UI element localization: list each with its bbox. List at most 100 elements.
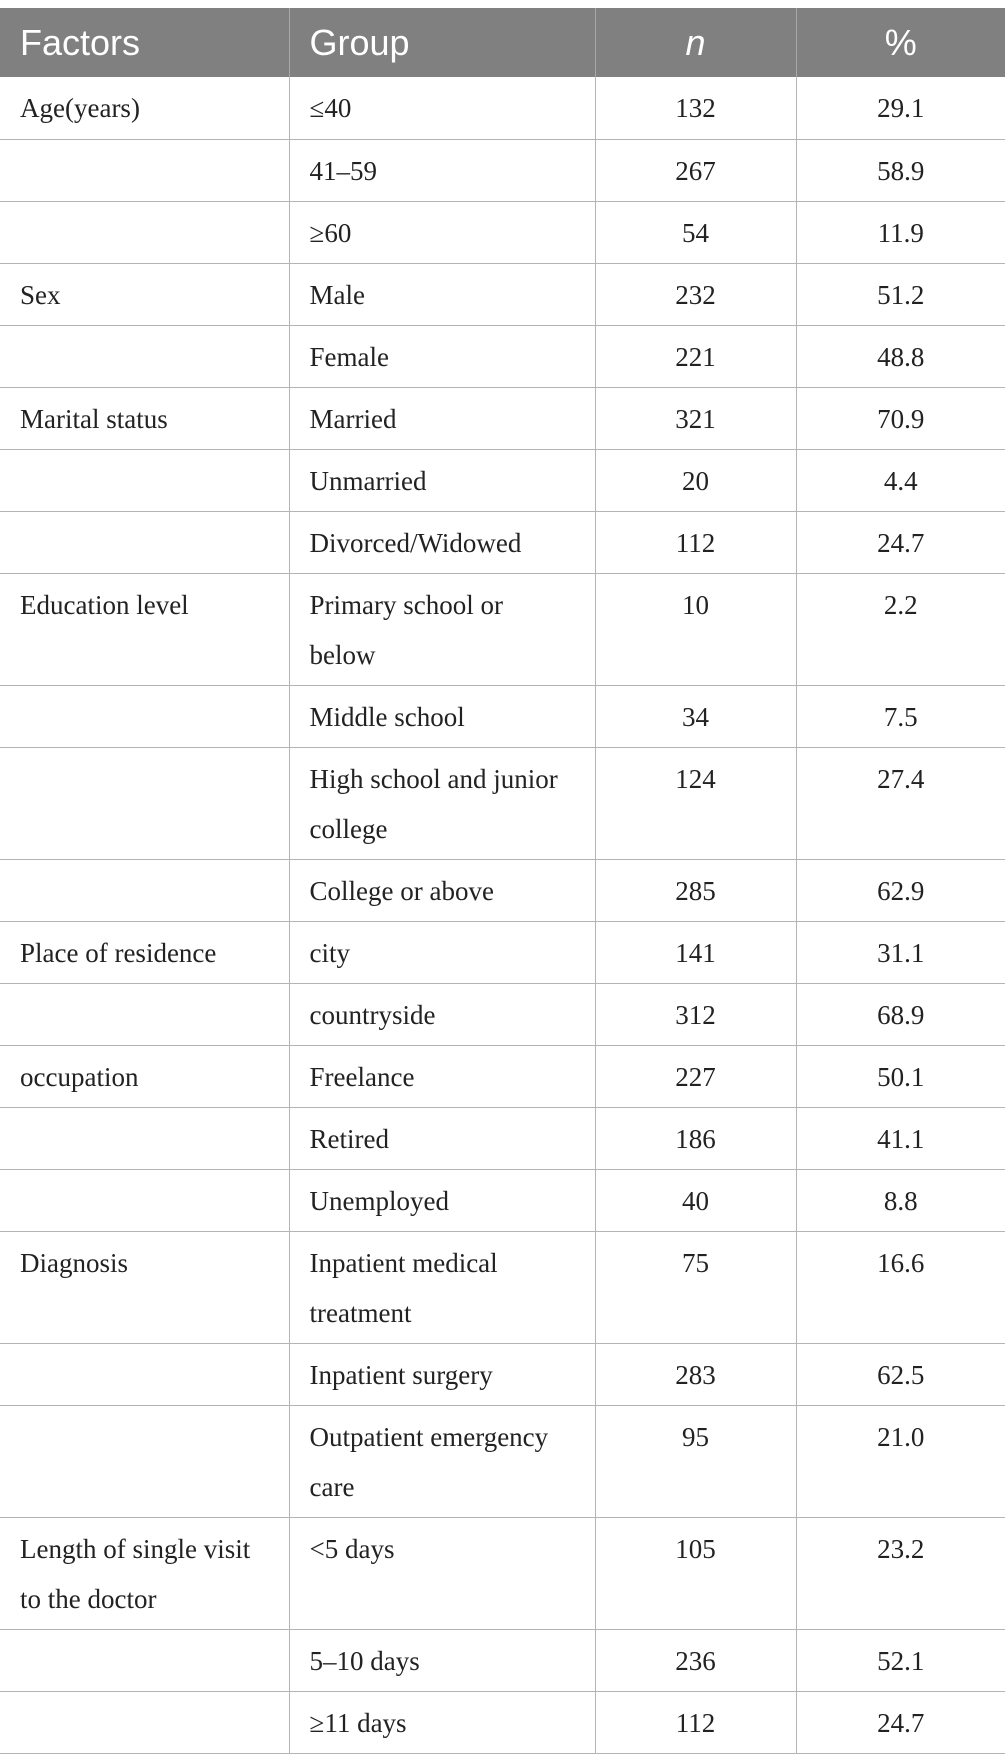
cell-percent: 29.1 <box>795 77 1005 140</box>
cell-n: 105 <box>594 1517 797 1630</box>
cell-n: 40 <box>594 1169 797 1232</box>
cell-n: 95 <box>594 1405 797 1518</box>
cell-group: Primary school or below <box>288 573 596 686</box>
cell-group: College or above <box>288 859 596 922</box>
cell-percent: 41.1 <box>795 1107 1005 1170</box>
cell-factor <box>0 859 290 922</box>
cell-percent: 58.9 <box>795 139 1005 202</box>
cell-factor: Diagnosis <box>0 1231 290 1344</box>
cell-n: 54 <box>594 201 797 264</box>
header-factors: Factors <box>20 21 141 63</box>
header-group: Group <box>288 8 595 77</box>
table-row: occupation Freelance 227 50.1 <box>0 1045 1005 1108</box>
table-header: Factors Group n % <box>0 8 1005 77</box>
cell-group: Male <box>288 263 596 326</box>
cell-factor <box>0 1169 290 1232</box>
cell-group: Divorced/Widowed <box>288 511 596 574</box>
cell-group: Middle school <box>288 685 596 748</box>
cell-n: 312 <box>594 983 797 1046</box>
table-row: Retired 186 41.1 <box>0 1107 1005 1170</box>
cell-percent: 48.8 <box>795 325 1005 388</box>
cell-percent: 23.2 <box>795 1517 1005 1630</box>
table-row: Diagnosis Inpatient medical treatment 75 16… <box>0 1231 1005 1344</box>
cell-percent: 7.5 <box>795 685 1005 748</box>
header-row: Factors Group n % <box>0 8 1005 77</box>
cell-n: 232 <box>594 263 797 326</box>
cell-percent: 11.9 <box>795 201 1005 264</box>
cell-group: Outpatient emergency care <box>288 1405 596 1518</box>
cell-factor <box>0 325 290 388</box>
cell-group: 41–59 <box>288 139 596 202</box>
cell-factor <box>0 1343 290 1406</box>
table-row: 41–59 267 58.9 <box>0 139 1005 202</box>
cell-n: 267 <box>594 139 797 202</box>
table-row: Length of single visit to the doctor <5 d… <box>0 1517 1005 1630</box>
cell-group: Inpatient medical treatment <box>288 1231 596 1344</box>
cell-n: 20 <box>594 449 797 512</box>
cell-n: 75 <box>594 1231 797 1344</box>
cell-group: Retired <box>288 1107 596 1170</box>
table-row: ≥60 54 11.9 <box>0 201 1005 264</box>
cell-group: Unemployed <box>288 1169 596 1232</box>
header-percent: % <box>795 8 1005 77</box>
cell-percent: 16.6 <box>795 1231 1005 1344</box>
cell-group: <5 days <box>288 1517 596 1630</box>
cell-group: Inpatient surgery <box>288 1343 596 1406</box>
table-row: ≥11 days 112 24.7 <box>0 1691 1005 1754</box>
cell-percent: 4.4 <box>795 449 1005 512</box>
cell-group: Unmarried <box>288 449 596 512</box>
cell-factor: Place of residence <box>0 921 290 984</box>
table-body: Age(years) ≤40 132 29.1 41–59 267 58.9 ≥60 54 1… <box>0 77 1005 1754</box>
table-row: Place of residence city 141 31.1 <box>0 921 1005 984</box>
table-row: College or above 285 62.9 <box>0 859 1005 922</box>
cell-n: 10 <box>594 573 797 686</box>
cell-factor <box>0 1107 290 1170</box>
cell-n: 124 <box>594 747 797 860</box>
table-row: Divorced/Widowed 112 24.7 <box>0 511 1005 574</box>
cell-n: 283 <box>594 1343 797 1406</box>
cell-factor <box>0 747 290 860</box>
table-row: Age(years) ≤40 132 29.1 <box>0 77 1005 140</box>
cell-factor <box>0 983 290 1046</box>
table-row: Marital status Married 321 70.9 <box>0 387 1005 450</box>
cell-n: 34 <box>594 685 797 748</box>
cell-factor: Education level <box>0 573 290 686</box>
cell-n: 112 <box>594 511 797 574</box>
cell-percent: 31.1 <box>795 921 1005 984</box>
table-row: Female 221 48.8 <box>0 325 1005 388</box>
table-row: Sex Male 232 51.2 <box>0 263 1005 326</box>
cell-group: Female <box>288 325 596 388</box>
cell-percent: 2.2 <box>795 573 1005 686</box>
cell-factor <box>0 1691 290 1754</box>
cell-group: High school and junior college <box>288 747 596 860</box>
table-row: countryside 312 68.9 <box>0 983 1005 1046</box>
table-row: High school and junior college 124 27.4 <box>0 747 1005 860</box>
table-row: Middle school 34 7.5 <box>0 685 1005 748</box>
cell-n: 221 <box>594 325 797 388</box>
cell-factor <box>0 201 290 264</box>
cell-factor <box>0 1405 290 1518</box>
cell-percent: 62.5 <box>795 1343 1005 1406</box>
cell-factor: Sex <box>0 263 290 326</box>
cell-factor: Age(years) <box>0 77 290 140</box>
cell-factor: Marital status <box>0 387 290 450</box>
cell-group: countryside <box>288 983 596 1046</box>
cell-factor: occupation <box>0 1045 290 1108</box>
cell-percent: 52.1 <box>795 1629 1005 1692</box>
table-row: Outpatient emergency care 95 21.0 <box>0 1405 1005 1518</box>
demographics-table: Factors Group n % Age(years) ≤40 132 29.1 4… <box>0 8 1005 1754</box>
cell-n: 236 <box>594 1629 797 1692</box>
table-row: Unmarried 20 4.4 <box>0 449 1005 512</box>
cell-factor <box>0 511 290 574</box>
cell-n: 132 <box>594 77 797 140</box>
cell-group: 5–10 days <box>288 1629 596 1692</box>
cell-percent: 21.0 <box>795 1405 1005 1518</box>
cell-percent: 62.9 <box>795 859 1005 922</box>
cell-factor <box>0 139 290 202</box>
cell-factor <box>0 1629 290 1692</box>
cell-percent: 51.2 <box>795 263 1005 326</box>
cell-percent: 70.9 <box>795 387 1005 450</box>
cell-percent: 27.4 <box>795 747 1005 860</box>
cell-n: 186 <box>594 1107 797 1170</box>
cell-n: 227 <box>594 1045 797 1108</box>
